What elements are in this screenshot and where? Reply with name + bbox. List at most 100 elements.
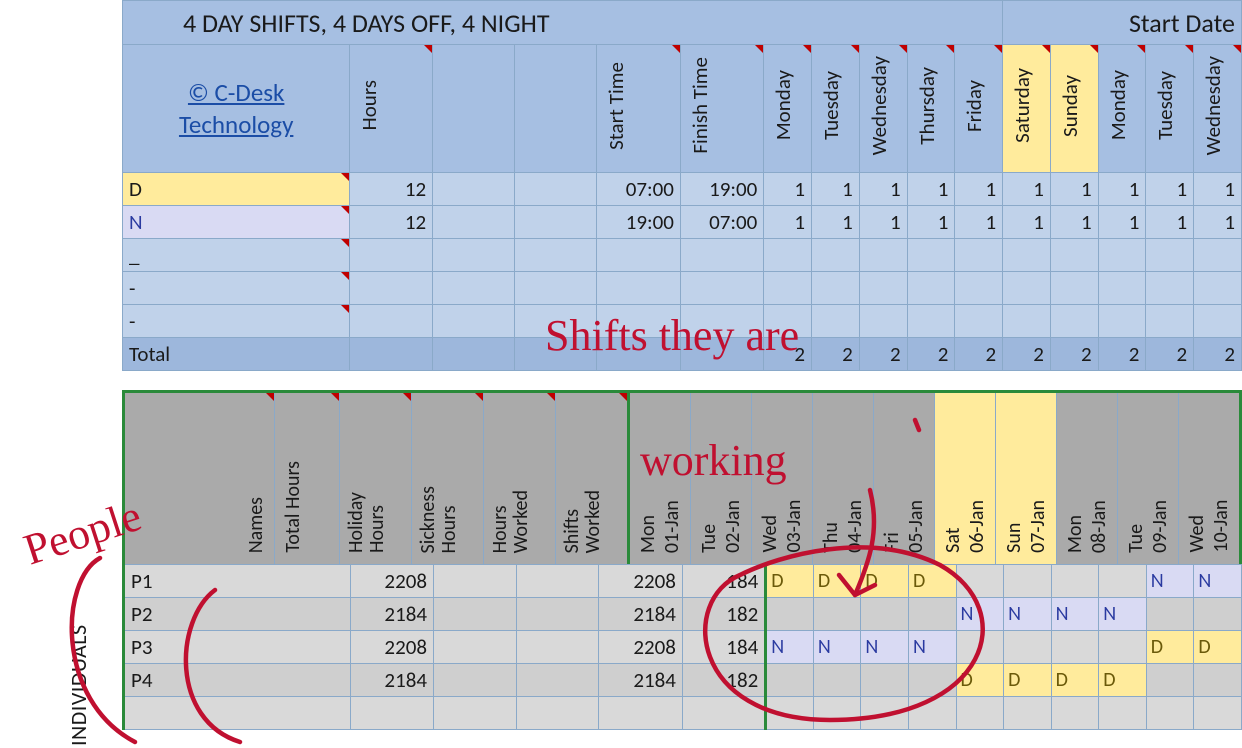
shift-code[interactable]: _: [123, 239, 350, 272]
shift-count[interactable]: [907, 272, 955, 305]
shift-cell[interactable]: [1099, 631, 1147, 664]
shift-count[interactable]: 1: [812, 206, 860, 239]
shift-count[interactable]: 1: [1050, 173, 1098, 206]
person-hours-worked[interactable]: 2184: [599, 598, 682, 631]
shift-cell[interactable]: D: [1194, 631, 1242, 664]
shift-cell[interactable]: N: [1194, 565, 1242, 598]
shift-cell[interactable]: [1194, 598, 1242, 631]
shift-cell[interactable]: [1146, 598, 1194, 631]
shift-count[interactable]: [812, 239, 860, 272]
person-hours-worked[interactable]: 2208: [599, 565, 682, 598]
person-holiday-hours[interactable]: [434, 565, 517, 598]
shift-cell[interactable]: [908, 598, 956, 631]
shift-cell[interactable]: N: [1146, 565, 1194, 598]
shift-code[interactable]: -: [123, 305, 350, 338]
shift-cell[interactable]: D: [1051, 664, 1099, 697]
shift-code[interactable]: D: [123, 173, 350, 206]
shift-finish[interactable]: 19:00: [680, 173, 763, 206]
shift-count[interactable]: 1: [1146, 206, 1194, 239]
shift-count[interactable]: 1: [907, 206, 955, 239]
shift-count[interactable]: [955, 272, 1003, 305]
shift-count[interactable]: 1: [1098, 173, 1146, 206]
shift-finish[interactable]: [680, 305, 763, 338]
shift-count[interactable]: 1: [859, 206, 907, 239]
shift-finish[interactable]: 07:00: [680, 206, 763, 239]
shift-hours[interactable]: 12: [350, 206, 433, 239]
shift-cell[interactable]: D: [1146, 631, 1194, 664]
shift-count[interactable]: [1146, 305, 1194, 338]
shift-cell[interactable]: N: [813, 631, 861, 664]
shift-hours[interactable]: [350, 272, 433, 305]
shift-cell[interactable]: [766, 664, 814, 697]
person-sickness-hours[interactable]: [516, 631, 599, 664]
shift-count[interactable]: [955, 305, 1003, 338]
person-total-hours[interactable]: 2208: [350, 565, 433, 598]
shift-count[interactable]: [1050, 272, 1098, 305]
shift-cell[interactable]: [908, 664, 956, 697]
shift-count[interactable]: [1050, 305, 1098, 338]
table-row[interactable]: P421842184182DDDD: [124, 664, 1242, 697]
shift-count[interactable]: [1050, 239, 1098, 272]
shift-count[interactable]: 1: [1003, 173, 1051, 206]
individuals-table[interactable]: P122082208184DDDDNNP221842184182NNNNP322…: [122, 564, 1242, 730]
shift-start[interactable]: [597, 305, 680, 338]
table-row[interactable]: P122082208184DDDDNN: [124, 565, 1242, 598]
shift-hours[interactable]: [350, 239, 433, 272]
shift-cell[interactable]: D: [813, 565, 861, 598]
table-row[interactable]: [124, 697, 1242, 730]
shift-count[interactable]: [1098, 272, 1146, 305]
shift-hours[interactable]: [350, 305, 433, 338]
shift-cell[interactable]: [813, 664, 861, 697]
person-shifts-worked[interactable]: 182: [682, 598, 765, 631]
shift-cell[interactable]: D: [1099, 664, 1147, 697]
shift-cell[interactable]: [1146, 664, 1194, 697]
person-hours-worked[interactable]: 2208: [599, 631, 682, 664]
shift-start[interactable]: 19:00: [597, 206, 680, 239]
person-name[interactable]: P1: [124, 565, 351, 598]
shift-cell[interactable]: N: [956, 598, 1004, 631]
shift-count[interactable]: 1: [1098, 206, 1146, 239]
shift-cell[interactable]: [766, 598, 814, 631]
person-total-hours[interactable]: 2184: [350, 664, 433, 697]
shift-finish[interactable]: [680, 239, 763, 272]
shift-count[interactable]: [1194, 272, 1242, 305]
shift-count[interactable]: 1: [859, 173, 907, 206]
shift-count[interactable]: 1: [955, 173, 1003, 206]
shift-code[interactable]: -: [123, 272, 350, 305]
shift-start[interactable]: [597, 239, 680, 272]
shift-count[interactable]: 1: [1194, 173, 1242, 206]
shift-count[interactable]: [859, 272, 907, 305]
shift-finish[interactable]: [680, 272, 763, 305]
shift-count[interactable]: [859, 305, 907, 338]
shift-start[interactable]: 07:00: [597, 173, 680, 206]
shift-count[interactable]: [859, 239, 907, 272]
person-holiday-hours[interactable]: [434, 631, 517, 664]
shift-cell[interactable]: D: [861, 565, 909, 598]
shift-code[interactable]: N: [123, 206, 350, 239]
shift-count[interactable]: [1098, 239, 1146, 272]
shift-cell[interactable]: [1051, 631, 1099, 664]
shift-cell[interactable]: D: [766, 565, 814, 598]
shift-cell[interactable]: [861, 598, 909, 631]
shift-count[interactable]: [1194, 239, 1242, 272]
shift-cell[interactable]: N: [1051, 598, 1099, 631]
person-sickness-hours[interactable]: [516, 565, 599, 598]
shift-cell[interactable]: N: [1004, 598, 1052, 631]
shift-cell[interactable]: D: [956, 664, 1004, 697]
shift-count[interactable]: 1: [907, 173, 955, 206]
shift-hours[interactable]: 12: [350, 173, 433, 206]
shift-count[interactable]: 1: [1050, 206, 1098, 239]
shift-count[interactable]: [812, 305, 860, 338]
shift-count[interactable]: 1: [812, 173, 860, 206]
shift-cell[interactable]: [1051, 565, 1099, 598]
shift-cell[interactable]: [1099, 565, 1147, 598]
shift-count[interactable]: 1: [764, 173, 812, 206]
shift-count[interactable]: 1: [955, 206, 1003, 239]
shift-cell[interactable]: [861, 664, 909, 697]
person-holiday-hours[interactable]: [434, 598, 517, 631]
shift-count[interactable]: [764, 239, 812, 272]
shift-count[interactable]: [1003, 272, 1051, 305]
shift-count[interactable]: [1194, 305, 1242, 338]
shift-count[interactable]: [764, 305, 812, 338]
shift-cell[interactable]: N: [1099, 598, 1147, 631]
